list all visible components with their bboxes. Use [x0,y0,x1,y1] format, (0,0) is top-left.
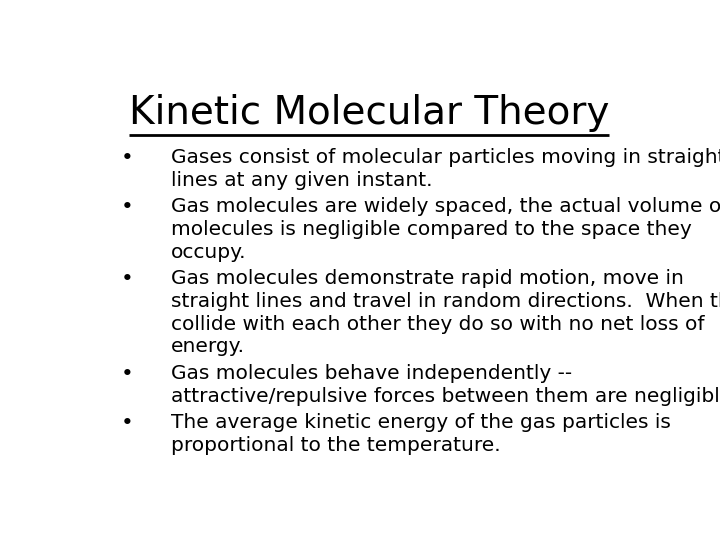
Text: •: • [121,197,133,217]
Text: •: • [121,269,133,289]
Text: Kinetic Molecular Theory: Kinetic Molecular Theory [129,94,609,132]
Text: •: • [121,148,133,168]
Text: Gas molecules demonstrate rapid motion, move in
straight lines and travel in ran: Gas molecules demonstrate rapid motion, … [171,269,720,356]
Text: Gas molecules are widely spaced, the actual volume of
molecules is negligible co: Gas molecules are widely spaced, the act… [171,197,720,262]
Text: Gas molecules behave independently --
attractive/repulsive forces between them a: Gas molecules behave independently -- at… [171,364,720,406]
Text: •: • [121,413,133,433]
Text: •: • [121,364,133,384]
Text: The average kinetic energy of the gas particles is
proportional to the temperatu: The average kinetic energy of the gas pa… [171,413,671,455]
Text: Gases consist of molecular particles moving in straight
lines at any given insta: Gases consist of molecular particles mov… [171,148,720,190]
